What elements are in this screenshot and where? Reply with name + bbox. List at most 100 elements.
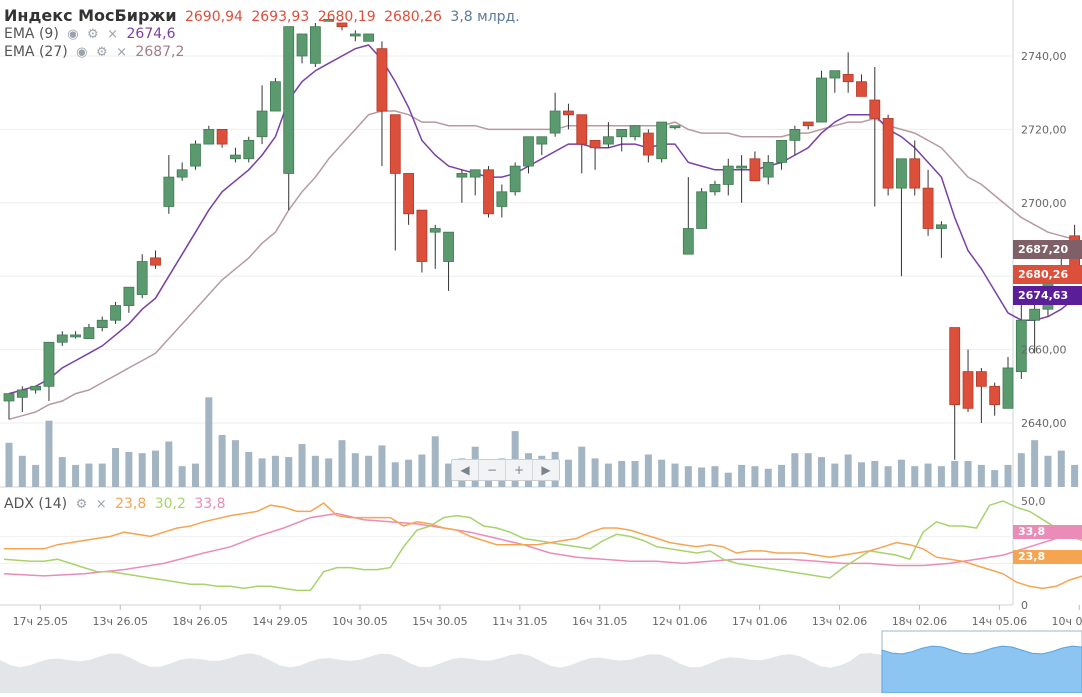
candle-down xyxy=(949,327,961,406)
volume-bar xyxy=(191,463,199,487)
x-tick-label: 15ч 30.05 xyxy=(412,615,467,628)
candle-up xyxy=(669,125,681,129)
candle-down xyxy=(576,114,588,145)
volume-bar xyxy=(298,444,306,487)
zoom-in-button[interactable]: + xyxy=(506,460,533,480)
gear-icon[interactable]: ⚙ xyxy=(87,27,99,42)
volume-bar xyxy=(618,461,626,487)
volume-bar xyxy=(1044,455,1052,487)
ema9-value: 2674,6 xyxy=(126,26,176,42)
volume-bar xyxy=(1071,464,1079,487)
candle-up xyxy=(736,165,747,169)
candle-up xyxy=(256,110,268,138)
high-value: 2693,93 xyxy=(251,9,310,25)
adx-legend: ADX (14) ⚙ × 23,8 30,2 33,8 xyxy=(4,496,229,512)
ema9-price-tag: 2674,63 xyxy=(1013,286,1082,305)
close-icon[interactable]: × xyxy=(107,27,119,42)
volume-bar xyxy=(991,470,999,487)
volume-bar xyxy=(604,463,612,487)
volume-bar xyxy=(1017,453,1025,487)
candle-up xyxy=(96,319,108,328)
candle-up xyxy=(616,128,628,138)
candle-down xyxy=(403,173,415,215)
candle-down xyxy=(389,114,401,174)
volume-bar xyxy=(937,466,945,487)
volume-bar xyxy=(378,445,386,487)
volume-bar xyxy=(258,458,266,487)
navigator-layer[interactable] xyxy=(0,630,1082,694)
candle-down xyxy=(376,48,388,112)
candle-up xyxy=(603,136,614,145)
volume-bar xyxy=(871,461,879,487)
volume-bar xyxy=(271,455,279,487)
candle-up xyxy=(536,136,548,145)
candle-down xyxy=(869,99,881,119)
open-value: 2690,94 xyxy=(184,9,243,25)
volume-bar xyxy=(405,459,413,487)
x-tick-label: 10ч 30.05 xyxy=(332,615,387,628)
y-tick-label: 2700,00 xyxy=(1021,197,1067,210)
volume-bar xyxy=(951,461,959,487)
volume-bar xyxy=(165,441,173,487)
scroll-right-button[interactable]: ▶ xyxy=(541,463,551,477)
x-tick-label: 11ч 31.05 xyxy=(492,615,547,628)
zoom-out-button[interactable]: − xyxy=(479,460,506,480)
adx-green-line xyxy=(3,500,1082,592)
volume-bar xyxy=(112,448,120,487)
volume-bar xyxy=(591,458,599,487)
volume-bar xyxy=(698,467,706,487)
close-price-tag: 2680,26 xyxy=(1013,265,1082,284)
candle-up xyxy=(469,169,481,178)
volume-bar xyxy=(631,461,639,487)
volume-bar xyxy=(365,455,373,487)
candle-up xyxy=(936,224,947,229)
main-legend: Индекс МосБиржи 2690,94 2693,93 2680,19 … xyxy=(4,6,524,25)
scroll-left-button[interactable]: ◀ xyxy=(452,460,479,480)
x-tick-label: 17ч 25.05 xyxy=(13,615,68,628)
candle-up xyxy=(269,81,281,112)
close-icon[interactable]: × xyxy=(116,45,127,60)
candle-down xyxy=(589,140,601,149)
candle-layer xyxy=(3,18,1080,460)
volume-bar xyxy=(684,466,692,487)
volume-bar xyxy=(884,466,892,487)
x-tick-label: 10ч 06.06 xyxy=(1052,615,1082,628)
candle-up xyxy=(203,128,215,145)
candle-up xyxy=(443,231,454,262)
navigator-selected-area xyxy=(881,645,1082,694)
candle-up xyxy=(70,334,81,338)
candle-up xyxy=(456,173,468,178)
gear-icon[interactable]: ⚙ xyxy=(75,497,88,512)
close-icon[interactable]: × xyxy=(95,497,107,512)
y-tick-label: 2740,00 xyxy=(1021,50,1067,63)
volume-bar xyxy=(311,455,319,487)
x-tick-label: 17ч 01.06 xyxy=(732,615,787,628)
x-tick-label: 18ч 26.05 xyxy=(172,615,227,628)
gear-icon[interactable]: ⚙ xyxy=(95,45,108,60)
volume-bar xyxy=(351,453,359,487)
volume-bar xyxy=(58,457,66,487)
volume-bar xyxy=(98,463,106,487)
eye-icon[interactable]: ◉ xyxy=(76,45,88,60)
candle-up xyxy=(776,140,787,163)
volume-bar xyxy=(764,468,772,487)
close-value: 2680,26 xyxy=(384,9,442,25)
candle-down xyxy=(856,81,867,97)
volume-bar xyxy=(5,442,13,487)
candle-down xyxy=(563,110,574,116)
volume-bar xyxy=(924,463,932,487)
candle-down xyxy=(842,73,854,83)
volume-bar xyxy=(844,454,852,487)
candle-up xyxy=(163,176,175,207)
candle-down xyxy=(922,187,934,229)
volume-bar xyxy=(977,464,985,487)
volume-bar xyxy=(711,466,719,487)
volume-bar xyxy=(325,458,333,487)
candle-down xyxy=(989,385,1001,406)
volume-bar xyxy=(18,455,26,487)
volume-bar xyxy=(231,440,239,487)
volume-value: 3,8 млрд. xyxy=(450,9,520,25)
eye-icon[interactable]: ◉ xyxy=(67,27,79,42)
